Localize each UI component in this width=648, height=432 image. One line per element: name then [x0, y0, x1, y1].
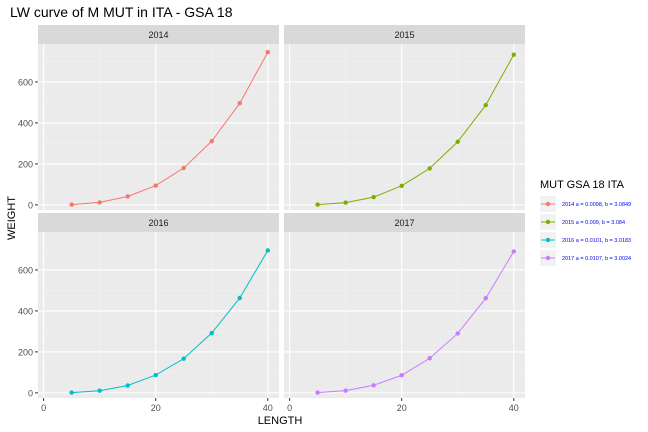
data-point: [209, 330, 214, 336]
data-point: [69, 390, 74, 395]
panel-background: [38, 232, 279, 398]
data-point: [265, 248, 270, 253]
series-line-2014: [71, 51, 269, 206]
legend-entry-label: 2014 a = 0.0098, b = 3.0849: [562, 202, 631, 208]
data-point: [181, 165, 186, 171]
data-point: [343, 200, 348, 205]
chart-title: LW curve of M MUT in ITA - GSA 18: [10, 4, 233, 20]
data-point: [265, 49, 270, 55]
facet-strip: [38, 213, 279, 232]
series-line-2017: [317, 251, 515, 394]
data-point: [315, 390, 320, 395]
data-point: [511, 52, 516, 57]
data-point: [69, 202, 74, 207]
data-point: [125, 194, 130, 199]
y-tick-label: 200: [18, 159, 33, 169]
data-point: [181, 356, 186, 361]
data-point: [209, 138, 214, 144]
legend-key-point: [545, 237, 551, 243]
facet-strip-label: 2014: [148, 30, 168, 40]
data-point: [371, 194, 376, 200]
x-axis-label: LENGTH: [258, 415, 303, 427]
data-point: [153, 372, 158, 378]
facet-strip-label: 2017: [394, 218, 414, 228]
y-axis-label: WEIGHT: [6, 196, 18, 240]
data-point: [97, 200, 102, 205]
data-point: [455, 331, 460, 336]
data-point: [97, 388, 102, 393]
legend-entry-label: 2016 a = 0.0101, b = 3.0183: [562, 238, 631, 244]
y-tick-label: 0: [28, 388, 33, 398]
data-point: [371, 383, 376, 388]
data-point: [315, 202, 320, 207]
y-tick-label: 200: [18, 347, 33, 357]
series-line-2016: [71, 250, 269, 394]
data-point: [237, 101, 242, 106]
facet-strip-label: 2016: [148, 218, 168, 228]
y-tick-label: 600: [18, 77, 33, 87]
legend-entry-label: 2015 a = 0.009, b = 3.084: [562, 220, 625, 226]
legend-key-point: [545, 219, 551, 225]
x-tick-label: 0: [41, 403, 46, 413]
facet-strip: [284, 213, 525, 232]
data-point: [125, 383, 130, 388]
facet-strip: [38, 25, 279, 44]
data-point: [483, 102, 488, 108]
data-point: [427, 356, 432, 361]
data-point: [343, 388, 348, 393]
facet-strip-label: 2015: [394, 30, 414, 40]
x-tick-label: 20: [151, 403, 161, 413]
series-line-2015: [317, 54, 515, 206]
legend-title: MUT GSA 18 ITA: [540, 179, 625, 191]
legend: MUT GSA 18 ITA 2014 a = 0.0098, b = 3.08…: [540, 179, 631, 266]
data-point: [427, 166, 432, 171]
y-tick-label: 600: [18, 265, 33, 275]
y-tick-label: 400: [18, 306, 33, 316]
panel-background: [38, 44, 279, 210]
data-point: [511, 249, 516, 254]
data-point: [153, 183, 158, 188]
y-tick-label: 0: [28, 200, 33, 210]
x-tick-label: 0: [287, 403, 292, 413]
x-tick-label: 40: [263, 403, 273, 413]
legend-key-point: [545, 201, 551, 207]
legend-entry-label: 2017 a = 0.0107, b = 3.0024: [562, 256, 631, 262]
data-point: [399, 183, 404, 189]
data-point: [483, 295, 488, 301]
x-tick-label: 20: [397, 403, 407, 413]
y-tick-label: 400: [18, 118, 33, 128]
panel-background: [284, 44, 525, 210]
x-tick-label: 40: [509, 403, 519, 413]
data-point: [455, 139, 460, 144]
data-point: [399, 373, 404, 378]
data-point: [237, 295, 242, 301]
legend-key-point: [545, 255, 551, 261]
panel-background: [284, 232, 525, 398]
facet-strip: [284, 25, 525, 44]
